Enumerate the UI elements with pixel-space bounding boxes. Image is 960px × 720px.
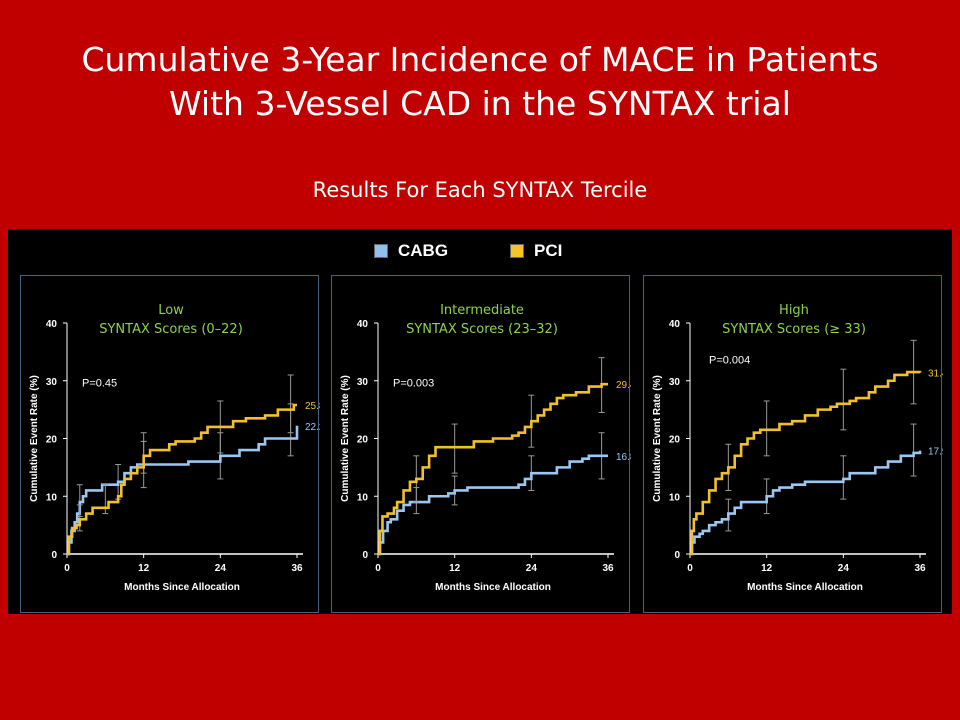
legend-label-pci: PCI [534, 241, 563, 260]
chart-svg-high: High SYNTAX Scores (≥ 33) 0 10 20 30 40 0 12 24 36… [652, 303, 943, 593]
x-tick-label: 24 [215, 563, 227, 574]
end-label-pci: 31.4% [928, 369, 943, 380]
x-axis-label: Months Since Allocation [124, 582, 240, 593]
chart-panel-high: High SYNTAX Scores (≥ 33) 0 10 20 30 40 0 12 24 36… [643, 275, 943, 613]
y-tick-label: 0 [362, 550, 368, 561]
series-line-cabg [67, 425, 299, 556]
legend-item-cabg: CABG [374, 241, 448, 261]
slide-title-line2: With 3-Vessel CAD in the SYNTAX trial [169, 84, 791, 123]
y-tick-label: 40 [357, 319, 369, 330]
series-line-pci [378, 382, 608, 556]
y-tick-label: 20 [357, 435, 369, 446]
x-tick-label: 24 [526, 563, 538, 574]
chart-svg-low: Low SYNTAX Scores (0–22) 0 10 20 30 40 0 12 24 36 M… [29, 303, 320, 593]
y-tick-label: 20 [46, 435, 58, 446]
p-value: P=0.003 [393, 378, 434, 390]
end-label-pci: 29.4% [616, 380, 631, 391]
series-line-pci [67, 403, 297, 556]
chart-svg-intermediate: Intermediate SYNTAX Scores (23–32) 0 10 20 30… [340, 303, 631, 593]
x-axis-label: Months Since Allocation [747, 582, 863, 593]
panel-title-low: Low [158, 303, 184, 318]
slide-subtitle: Results For Each SYNTAX Tercile [312, 178, 648, 202]
slide-title: Cumulative 3-Year Incidence of MACE in P… [0, 38, 960, 126]
series-line-cabg [690, 450, 922, 556]
p-value: P=0.45 [82, 378, 117, 390]
series-line-cabg [378, 454, 608, 556]
panel-subtitle-low: SYNTAX Scores (0–22) [99, 322, 243, 337]
p-value: P=0.004 [709, 354, 750, 366]
x-axis-label: Months Since Allocation [435, 582, 551, 593]
x-tick-label: 0 [64, 563, 70, 574]
panel-title-intermediate: Intermediate [440, 303, 524, 318]
y-tick-label: 0 [674, 550, 680, 561]
x-tick-label: 12 [449, 563, 461, 574]
y-axis-label: Cumulative Event Rate (%) [29, 375, 40, 502]
y-tick-label: 10 [46, 492, 58, 503]
end-label-pci: 25.8% [305, 401, 320, 412]
x-tick-label: 0 [375, 563, 381, 574]
x-tick-label: 12 [138, 563, 150, 574]
y-tick-label: 40 [46, 319, 58, 330]
x-tick-label: 36 [602, 563, 614, 574]
y-tick-label: 40 [669, 319, 681, 330]
y-tick-label: 30 [46, 377, 58, 388]
y-axis-label: Cumulative Event Rate (%) [340, 375, 351, 502]
end-label-cabg: 17.9% [928, 447, 943, 458]
panel-subtitle-intermediate: SYNTAX Scores (23–32) [406, 322, 558, 337]
y-axis-label: Cumulative Event Rate (%) [652, 375, 663, 502]
y-tick-label: 10 [669, 492, 681, 503]
figure-panel-group: CABG PCI Low SYNTAX Scores (0–22) 0 10 20 30 4… [8, 229, 952, 614]
series-line-pci [690, 370, 922, 556]
x-tick-label: 12 [761, 563, 773, 574]
end-label-cabg: 22.2% [305, 422, 320, 433]
x-tick-label: 36 [914, 563, 926, 574]
x-tick-label: 24 [838, 563, 850, 574]
y-tick-label: 30 [357, 377, 369, 388]
x-tick-label: 0 [687, 563, 693, 574]
slide-title-line1: Cumulative 3-Year Incidence of MACE in P… [81, 40, 879, 79]
legend-swatch-cabg [374, 244, 388, 258]
y-tick-label: 20 [669, 435, 681, 446]
x-tick-label: 36 [291, 563, 303, 574]
panel-title-high: High [779, 303, 809, 318]
y-tick-label: 0 [51, 550, 57, 561]
y-tick-label: 10 [357, 492, 369, 503]
legend-swatch-pci [510, 244, 524, 258]
legend: CABG PCI [8, 241, 952, 265]
panel-subtitle-high: SYNTAX Scores (≥ 33) [722, 322, 866, 337]
legend-item-pci: PCI [510, 241, 562, 261]
chart-panel-low: Low SYNTAX Scores (0–22) 0 10 20 30 40 0 12 24 36 M… [20, 275, 320, 613]
chart-panel-intermediate: Intermediate SYNTAX Scores (23–32) 0 10 20 30… [331, 275, 631, 613]
legend-label-cabg: CABG [398, 241, 449, 260]
y-tick-label: 30 [669, 377, 681, 388]
end-label-cabg: 16.8% [616, 452, 631, 463]
